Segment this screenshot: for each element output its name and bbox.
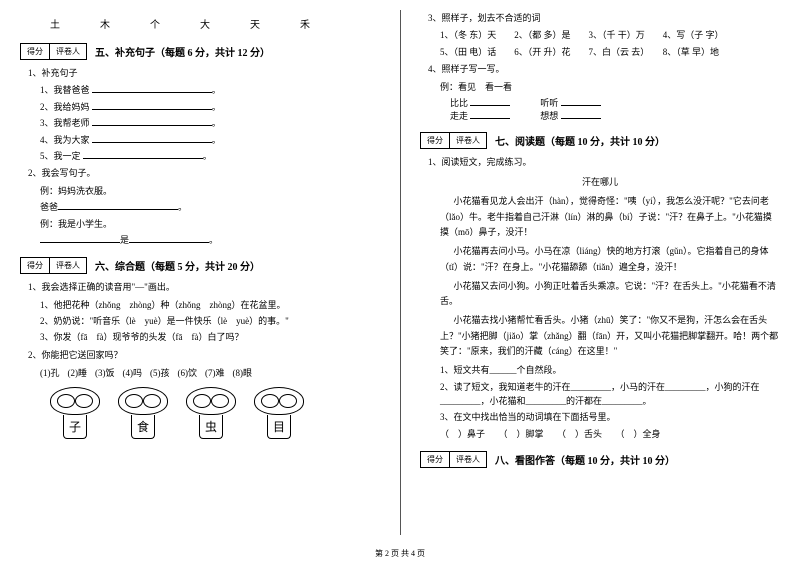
s6-q1-3: 3、你发（fā fà）现爷爷的头发（fā fà）白了吗？ xyxy=(40,330,380,344)
section-5-head: 得分 评卷人 五、补充句子（每题 6 分，共计 12 分） xyxy=(20,43,380,60)
mushroom-char: 虫 xyxy=(199,415,223,439)
mushroom-char: 食 xyxy=(131,415,155,439)
q4: 4、照样子写一写。 xyxy=(428,62,780,76)
section-7-title: 七、阅读题（每题 10 分，共计 10 分） xyxy=(495,133,665,148)
q3: 3、照样子，划去不合适的词 xyxy=(428,11,780,25)
char: 禾 xyxy=(300,16,310,31)
grader-label: 评卷人 xyxy=(450,452,486,467)
score-label: 得分 xyxy=(421,133,450,148)
q1: 1、补充句子 xyxy=(28,66,380,80)
mushrooms: 子 食 虫 目 xyxy=(50,387,380,439)
grader-label: 评卷人 xyxy=(450,133,486,148)
s6-q1: 1、我会选择正确的读音用"—"画出。 xyxy=(28,280,380,294)
q1-item: 3、我帮老师 。 xyxy=(40,116,380,130)
mushroom-cap-icon xyxy=(50,387,100,415)
s7-sub1: 1、短文共有______个自然段。 xyxy=(440,363,780,377)
char: 个 xyxy=(150,16,160,31)
s6-q2: 2、你能把它送回家吗？ xyxy=(28,348,380,362)
mushroom-cap-icon xyxy=(118,387,168,415)
opt: (5)孩 xyxy=(150,366,170,379)
s7-q1: 1、阅读短文，完成练习。 xyxy=(428,155,780,169)
s7-sub3-opts: （ ）鼻子 （ ）脚掌 （ ）舌头 （ ）全身 xyxy=(440,427,780,441)
char-row: 土 木 个 大 天 禾 xyxy=(50,16,380,31)
section-8-head: 得分 评卷人 八、看图作答（每题 10 分，共计 10 分） xyxy=(420,451,780,468)
char: 天 xyxy=(250,16,260,31)
mushroom-char: 目 xyxy=(267,415,291,439)
right-column: 3、照样子，划去不合适的词 1、（冬 东）天 2、（都 多）是 3、（千 干）万… xyxy=(400,0,800,565)
q2-ex1: 例：妈妈洗衣服。 xyxy=(40,184,380,198)
s6-q1-1: 1、他把花种（zhǒng zhòng）种（zhǒng zhòng）在花盆里。 xyxy=(40,298,380,312)
mushroom-cap-icon xyxy=(186,387,236,415)
q3-row: 5、（田 电）话 6、（开 升）花 7、白（云 去） 8、（草 早）地 xyxy=(440,45,780,59)
opt: (1)孔 xyxy=(40,366,60,379)
q3-row: 1、（冬 东）天 2、（都 多）是 3、（千 干）万 4、写（子 字） xyxy=(440,28,780,42)
char: 木 xyxy=(100,16,110,31)
left-column: 土 木 个 大 天 禾 得分 评卷人 五、补充句子（每题 6 分，共计 12 分… xyxy=(0,0,400,565)
score-label: 得分 xyxy=(21,258,50,273)
score-label: 得分 xyxy=(21,44,50,59)
q4-row: 走走 想想 xyxy=(450,109,780,122)
grader-label: 评卷人 xyxy=(50,44,86,59)
s6-options: (1)孔 (2)睡 (3)饭 (4)吗 (5)孩 (6)饮 (7)难 (8)眼 xyxy=(40,366,380,379)
score-box: 得分 评卷人 xyxy=(420,132,487,149)
score-box: 得分 评卷人 xyxy=(20,257,87,274)
opt: (3)饭 xyxy=(95,366,115,379)
q2-ex2: 例：我是小学生。 xyxy=(40,217,380,231)
opt: (4)吗 xyxy=(123,366,143,379)
s7-sub3: 3、在文中找出恰当的动词填在下面括号里。 xyxy=(440,410,780,424)
mushroom: 虫 xyxy=(186,387,236,439)
s7-sub2: 2、读了短文，我知道老牛的汗在_________，小马的汗在_________，… xyxy=(440,380,780,409)
opt: (6)饮 xyxy=(178,366,198,379)
q2: 2、我会写句子。 xyxy=(28,166,380,180)
q1-item: 5、我一定 。 xyxy=(40,149,380,163)
reading-para: 小花猫再去问小马。小马在凉（liáng）快的地方打滚（gǔn）。它指着自己的身体… xyxy=(440,244,780,275)
q4-ex: 例：看见 看一看 xyxy=(440,80,780,94)
opt: (7)难 xyxy=(205,366,225,379)
opt: (2)睡 xyxy=(68,366,88,379)
section-7-head: 得分 评卷人 七、阅读题（每题 10 分，共计 10 分） xyxy=(420,132,780,149)
char: 大 xyxy=(200,16,210,31)
page-footer: 第 2 页 共 4 页 xyxy=(0,548,800,559)
q4-row: 比比 听听 xyxy=(450,96,780,109)
q2-line: 爸爸。 xyxy=(40,200,380,214)
mushroom: 食 xyxy=(118,387,168,439)
section-6-head: 得分 评卷人 六、综合题（每题 5 分，共计 20 分） xyxy=(20,257,380,274)
mushroom-cap-icon xyxy=(254,387,304,415)
reading-para: 小花猫又去问小狗。小狗正吐着舌头乘凉。它说："汗？在舌头上。"小花猫看不清舌。 xyxy=(440,279,780,310)
reading-para: 小花猫看见龙人会出汗（hàn），觉得奇怪："咦（yí），我怎么没汗呢？"它去问老… xyxy=(440,194,780,240)
q2-line2: 是。 xyxy=(40,233,380,247)
mushroom: 子 xyxy=(50,387,100,439)
section-6-title: 六、综合题（每题 5 分，共计 20 分） xyxy=(95,258,260,273)
opt: (8)眼 xyxy=(233,366,253,379)
grader-label: 评卷人 xyxy=(50,258,86,273)
section-5-title: 五、补充句子（每题 6 分，共计 12 分） xyxy=(95,44,270,59)
reading-para: 小花猫去找小猪帮忙看舌头。小猪（zhū）笑了："你又不是狗，汗怎么会在舌头上？"… xyxy=(440,313,780,359)
q1-item: 1、我替爸爸 。 xyxy=(40,83,380,97)
score-box: 得分 评卷人 xyxy=(20,43,87,60)
s6-q1-2: 2、奶奶说："听音乐（lè yuè）是一件快乐（lè yuè）的事。" xyxy=(40,314,380,328)
char: 土 xyxy=(50,16,60,31)
q1-item: 2、我给妈妈 。 xyxy=(40,100,380,114)
q1-item: 4、我为大家 。 xyxy=(40,133,380,147)
mushroom: 目 xyxy=(254,387,304,439)
reading-title: 汗在哪儿 xyxy=(420,175,780,188)
score-label: 得分 xyxy=(421,452,450,467)
score-box: 得分 评卷人 xyxy=(420,451,487,468)
section-8-title: 八、看图作答（每题 10 分，共计 10 分） xyxy=(495,452,675,467)
mushroom-char: 子 xyxy=(63,415,87,439)
